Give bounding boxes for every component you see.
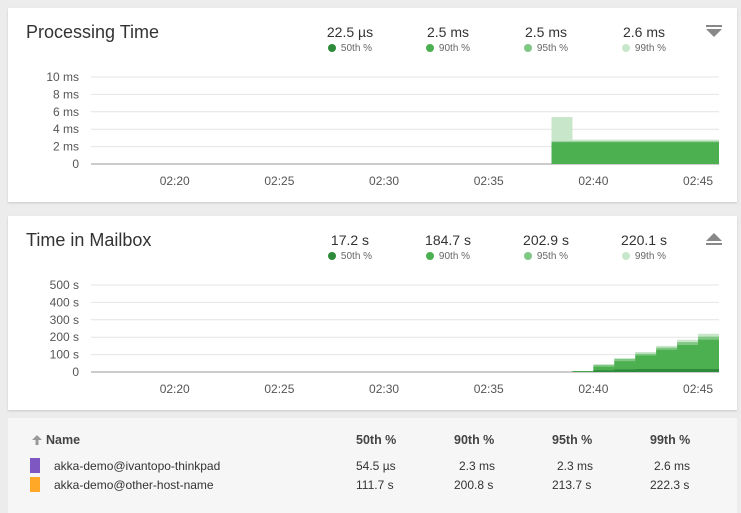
x-tick-label: 02:30 [369, 174, 399, 188]
x-tick-label: 02:45 [683, 382, 713, 396]
column-header-p95[interactable]: 95th % [552, 433, 593, 447]
caret-up-icon[interactable] [705, 232, 723, 246]
legend-dot [327, 44, 336, 52]
stat-value: 220.1 s [621, 232, 667, 248]
legend-label: 99th % [634, 43, 667, 54]
legend-dot [327, 252, 336, 260]
time-in-mailbox-chart: 500 s 400 s 300 s 200 s 100 s 0 02:20 02:25 02:3… [50, 278, 719, 396]
processing-time-panel: Processing Time 22.5 µs 50th % 2.5 ms 90… [8, 8, 737, 202]
row-p50: 54.5 µs [356, 459, 396, 473]
stat-value: 2.5 ms [524, 24, 567, 40]
y-tick-label: 500 s [50, 278, 79, 292]
legend-label: 50th % [340, 251, 373, 262]
y-tick-label: 6 ms [53, 105, 79, 119]
x-tick-label: 02:40 [578, 382, 608, 396]
row-p99: 2.6 ms [654, 459, 691, 473]
stat-p99: 220.1 s 99th % [599, 232, 689, 262]
stat-p99: 2.6 ms 99th % [599, 24, 689, 54]
panel-title: Time in Mailbox [26, 230, 152, 250]
caret-down-icon[interactable] [705, 24, 723, 38]
y-tick-label: 0 [72, 157, 79, 171]
stat-legend: 90th % [403, 251, 493, 262]
stat-legend: 95th % [501, 251, 591, 262]
legend-dot [621, 252, 630, 260]
processing-time-chart: 10 ms 8 ms 6 ms 4 ms 2 ms 0 02:20 02:25 02:30 02:… [46, 70, 719, 188]
stat-legend: 50th % [305, 251, 395, 262]
stat-p50: 22.5 µs 50th % [305, 24, 395, 54]
y-tick-label: 10 ms [46, 70, 79, 84]
series-area-90th [572, 339, 719, 372]
column-header-p99[interactable]: 99th % [650, 433, 691, 447]
stat-legend: 95th % [501, 43, 591, 54]
stat-p95: 202.9 s 95th % [501, 232, 591, 262]
x-tick-label: 02:20 [160, 174, 190, 188]
y-tick-label: 400 s [50, 295, 79, 309]
row-p90: 200.8 s [454, 478, 494, 492]
x-tick-label: 02:25 [264, 174, 294, 188]
x-tick-label: 02:30 [369, 382, 399, 396]
stat-value: 22.5 µs [326, 24, 374, 40]
y-tick-label: 2 ms [53, 140, 79, 154]
column-header-name[interactable]: Name [46, 433, 81, 447]
legend-label: 99th % [634, 251, 667, 262]
stat-p90: 2.5 ms 90th % [403, 24, 493, 54]
series-color-swatch [30, 477, 40, 492]
column-header-p90[interactable]: 90th % [454, 433, 495, 447]
legend-dot [425, 44, 434, 52]
x-tick-label: 02:20 [160, 382, 190, 396]
x-tick-label: 02:35 [474, 382, 504, 396]
stat-value: 2.6 ms [622, 24, 665, 40]
row-name: akka-demo@ivantopo-thinkpad [54, 459, 221, 473]
stat-value: 2.5 ms [426, 24, 469, 40]
stat-legend: 50th % [305, 43, 395, 54]
column-header-p50[interactable]: 50th % [356, 433, 397, 447]
x-tick-label: 02:45 [683, 174, 713, 188]
stat-p50: 17.2 s 50th % [305, 232, 395, 262]
y-tick-label: 200 s [50, 330, 79, 344]
series-color-swatch [30, 458, 40, 473]
row-p90: 2.3 ms [459, 459, 496, 473]
stat-value: 202.9 s [523, 232, 569, 248]
y-tick-label: 4 ms [53, 122, 79, 136]
arrow-up-icon[interactable] [32, 435, 42, 445]
legend-label: 95th % [536, 251, 569, 262]
stat-p90: 184.7 s 90th % [403, 232, 493, 262]
stat-value: 17.2 s [330, 232, 370, 248]
time-in-mailbox-panel: Time in Mailbox 17.2 s 50th % 184.7 s 90… [8, 216, 737, 410]
row-p95: 2.3 ms [557, 459, 594, 473]
row-p95: 213.7 s [552, 478, 592, 492]
y-tick-label: 100 s [50, 348, 79, 362]
legend-label: 95th % [536, 43, 569, 54]
legend-dot [425, 252, 434, 260]
stat-p95: 2.5 ms 95th % [501, 24, 591, 54]
series-area-50th [572, 369, 719, 372]
y-tick-label: 8 ms [53, 87, 79, 101]
legend-label: 50th % [340, 43, 373, 54]
x-tick-label: 02:25 [264, 382, 294, 396]
row-p50: 111.7 s [356, 478, 394, 492]
row-p99: 222.3 s [650, 478, 690, 492]
y-tick-label: 0 [72, 365, 79, 379]
stat-legend: 99th % [599, 43, 689, 54]
x-tick-label: 02:35 [474, 174, 504, 188]
legend-label: 90th % [438, 43, 471, 54]
legend-dot [523, 252, 532, 260]
series-area-90th [551, 142, 719, 164]
stat-legend: 90th % [403, 43, 493, 54]
legend-dot [523, 44, 532, 52]
x-tick-label: 02:40 [578, 174, 608, 188]
y-tick-label: 300 s [50, 313, 79, 327]
panel-title: Processing Time [26, 22, 160, 42]
legend-dot [621, 44, 630, 52]
stat-legend: 99th % [599, 251, 689, 262]
metrics-table: Name 50th % 90th % 95th % 99th % akka-de… [8, 418, 737, 513]
row-name: akka-demo@other-host-name [54, 478, 214, 492]
stat-value: 184.7 s [425, 232, 471, 248]
legend-label: 90th % [438, 251, 471, 262]
